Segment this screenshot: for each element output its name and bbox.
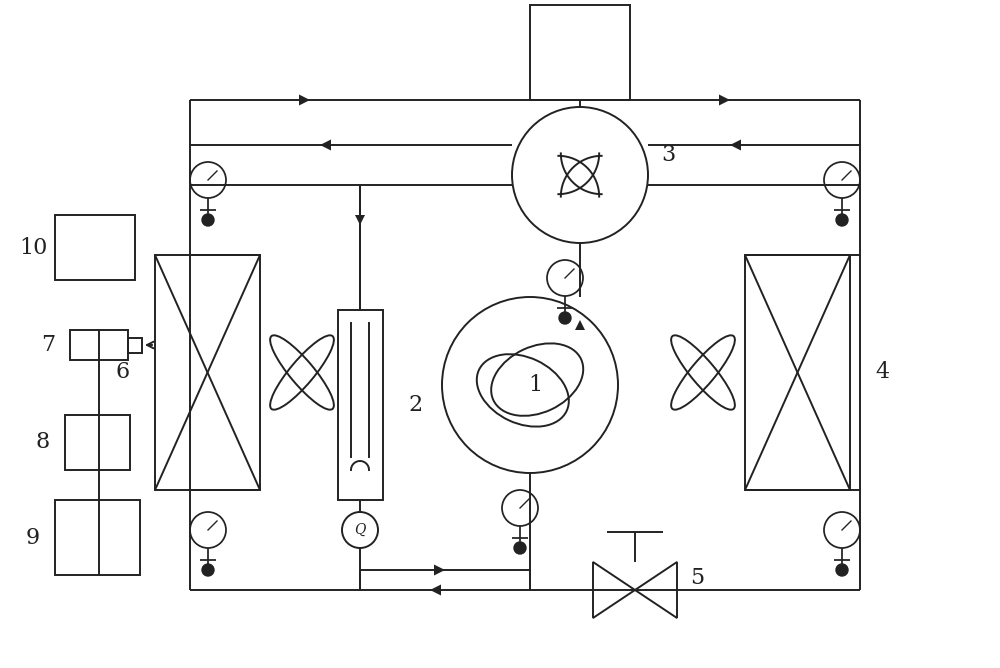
Circle shape [202,214,214,226]
Text: 6: 6 [116,361,130,383]
Text: 4: 4 [875,361,889,383]
Polygon shape [299,94,310,106]
Bar [338,310,383,500]
Polygon shape [355,215,365,225]
Circle shape [559,312,571,324]
Polygon shape [320,140,331,150]
Text: Q: Q [354,523,366,537]
Bar [55,500,140,575]
Bar [155,255,260,490]
Polygon shape [730,140,741,150]
Circle shape [836,564,848,576]
Bar [65,415,130,470]
Polygon shape [430,584,441,595]
Polygon shape [575,320,585,330]
Bar [55,215,135,280]
Bar [530,5,630,100]
Text: 3: 3 [661,144,675,166]
Text: 1: 1 [528,374,542,396]
Polygon shape [719,94,730,106]
Polygon shape [434,564,445,576]
Bar [745,255,850,490]
Bar [70,330,128,360]
Text: 8: 8 [36,432,50,454]
Text: 2: 2 [408,394,422,416]
Bar [128,337,142,353]
Circle shape [202,564,214,576]
Circle shape [514,542,526,554]
Text: 7: 7 [41,334,55,356]
Text: 5: 5 [690,567,704,589]
Circle shape [836,214,848,226]
Text: 10: 10 [19,236,47,259]
Text: 9: 9 [26,526,40,548]
